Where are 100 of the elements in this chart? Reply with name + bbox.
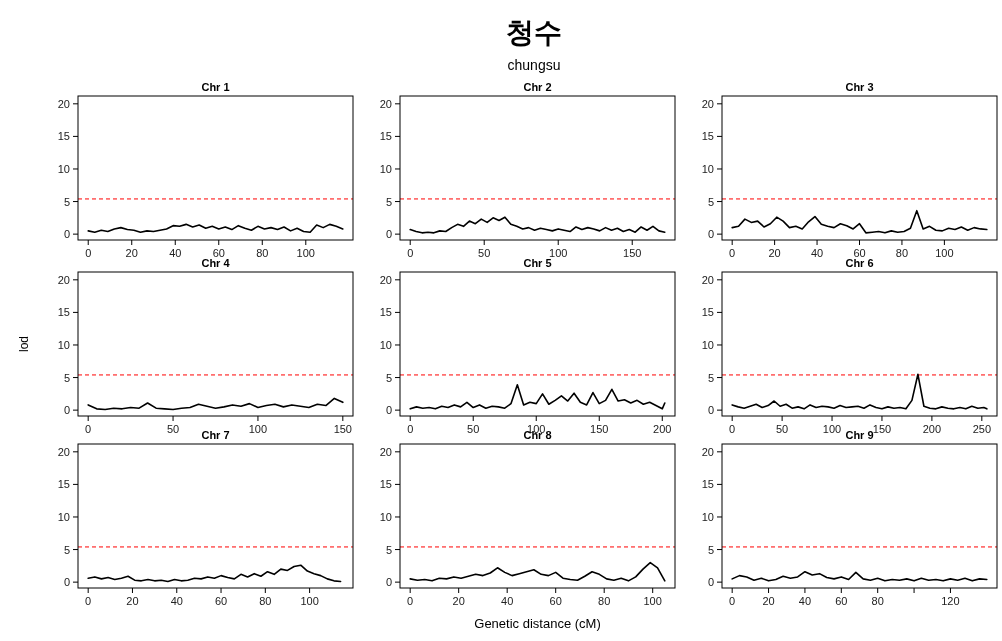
y-axis-title: lod [17,335,31,353]
x-tick-label: 60 [214,595,228,607]
x-tick-label: 150 [623,247,642,259]
chart-title: Chr 5 [523,257,552,269]
y-tick-label: 15 [57,306,70,319]
text: chungsu [507,57,561,73]
x-tick-label: 0 [407,595,414,607]
y-tick-label: 10 [701,338,714,351]
x-tick-label: 200 [922,423,942,435]
x-tick-label: 80 [895,247,909,259]
y-tick-label: 20 [379,97,392,110]
y-tick-label: 20 [701,445,714,458]
chart-title: Chr 7 [201,429,230,441]
y-tick-label: 5 [385,371,392,384]
x-tick-label: 50 [775,423,789,435]
x-tick-label: 150 [590,423,609,435]
x-tick-label: 100 [248,423,268,435]
x-tick-label: 100 [822,423,842,435]
x-tick-label: 40 [501,595,514,607]
x-tick-label: 0 [85,247,92,259]
chart-title: Chr 3 [845,81,874,93]
x-tick-label: 0 [407,423,414,435]
x-tick-label: 80 [871,595,884,607]
y-tick-label: 10 [57,162,70,175]
y-tick-label: 10 [701,162,714,175]
y-tick-label: 15 [701,478,714,491]
x-tick-label: 50 [166,423,180,435]
y-tick-label: 15 [379,130,392,143]
x-tick-label: 40 [169,247,182,259]
y-tick-label: 15 [379,478,392,491]
x-tick-label: 100 [296,247,315,259]
y-tick-label: 5 [707,195,714,208]
y-tick-label: 5 [63,195,70,208]
x-tick-label: 0 [407,247,414,259]
x-tick-label: 20 [762,595,775,607]
x-tick-label: 20 [452,595,465,607]
x-tick-label: 80 [598,595,611,607]
x-tick-label: 20 [126,595,139,607]
text: 청수 [506,17,562,48]
y-tick-label: 10 [379,510,392,523]
y-tick-label: 20 [57,97,70,110]
x-tick-label: 20 [125,247,138,259]
y-tick-label: 20 [57,445,70,458]
y-tick-label: 0 [707,404,714,417]
y-tick-label: 15 [57,130,70,143]
y-tick-label: 10 [379,338,392,351]
y-tick-label: 0 [707,228,714,241]
y-tick-label: 0 [63,576,70,589]
y-tick-label: 10 [379,162,392,175]
x-tick-label: 40 [170,595,183,607]
x-tick-label: 40 [810,247,824,259]
x-tick-label: 60 [835,595,848,607]
x-tick-label: 0 [729,595,736,607]
y-tick-label: 15 [57,478,70,491]
chart-title: Chr 4 [201,257,231,269]
x-tick-label: 50 [478,247,491,259]
y-tick-label: 5 [707,371,714,384]
x-tick-label: 100 [935,247,954,259]
chart-title: Chr 9 [845,429,874,441]
x-tick-label: 120 [941,595,960,607]
x-tick-label: 60 [853,247,866,259]
y-tick-label: 5 [63,543,70,556]
y-tick-label: 0 [63,228,70,241]
x-tick-label: 100 [643,595,662,607]
y-tick-label: 5 [707,543,714,556]
y-tick-label: 0 [707,576,714,589]
x-tick-label: 0 [85,595,92,607]
x-tick-label: 0 [85,423,92,435]
x-tick-label: 60 [212,247,225,259]
x-tick-label: 80 [256,247,269,259]
y-tick-label: 20 [57,273,70,286]
y-tick-label: 20 [379,273,392,286]
x-tick-label: 100 [549,247,568,259]
x-tick-label: 150 [872,423,892,435]
x-tick-label: 50 [467,423,480,435]
y-tick-label: 0 [63,404,70,417]
x-tick-label: 80 [259,595,272,607]
chart-title: Chr 2 [523,81,552,93]
x-tick-label: 20 [768,247,781,259]
x-tick-label: 40 [798,595,812,607]
x-tick-label: 60 [549,595,562,607]
y-tick-label: 0 [385,228,392,241]
x-axis-title: Genetic distance (cM) [474,616,601,631]
y-tick-label: 0 [385,576,392,589]
y-tick-label: 10 [57,510,70,523]
y-tick-label: 5 [385,543,392,556]
y-tick-label: 15 [379,306,392,319]
x-tick-label: 250 [972,423,991,435]
y-tick-label: 20 [701,273,714,286]
y-tick-label: 5 [63,371,70,384]
y-tick-label: 20 [701,97,714,110]
y-tick-label: 15 [701,306,714,319]
y-tick-label: 10 [701,510,714,523]
x-tick-label: 150 [333,423,352,435]
x-tick-label: 0 [729,423,736,435]
x-tick-label: 200 [653,423,672,435]
y-tick-label: 10 [57,338,70,351]
y-tick-label: 15 [701,130,714,143]
y-tick-label: 0 [385,404,392,417]
chart-title: Chr 6 [845,257,874,269]
